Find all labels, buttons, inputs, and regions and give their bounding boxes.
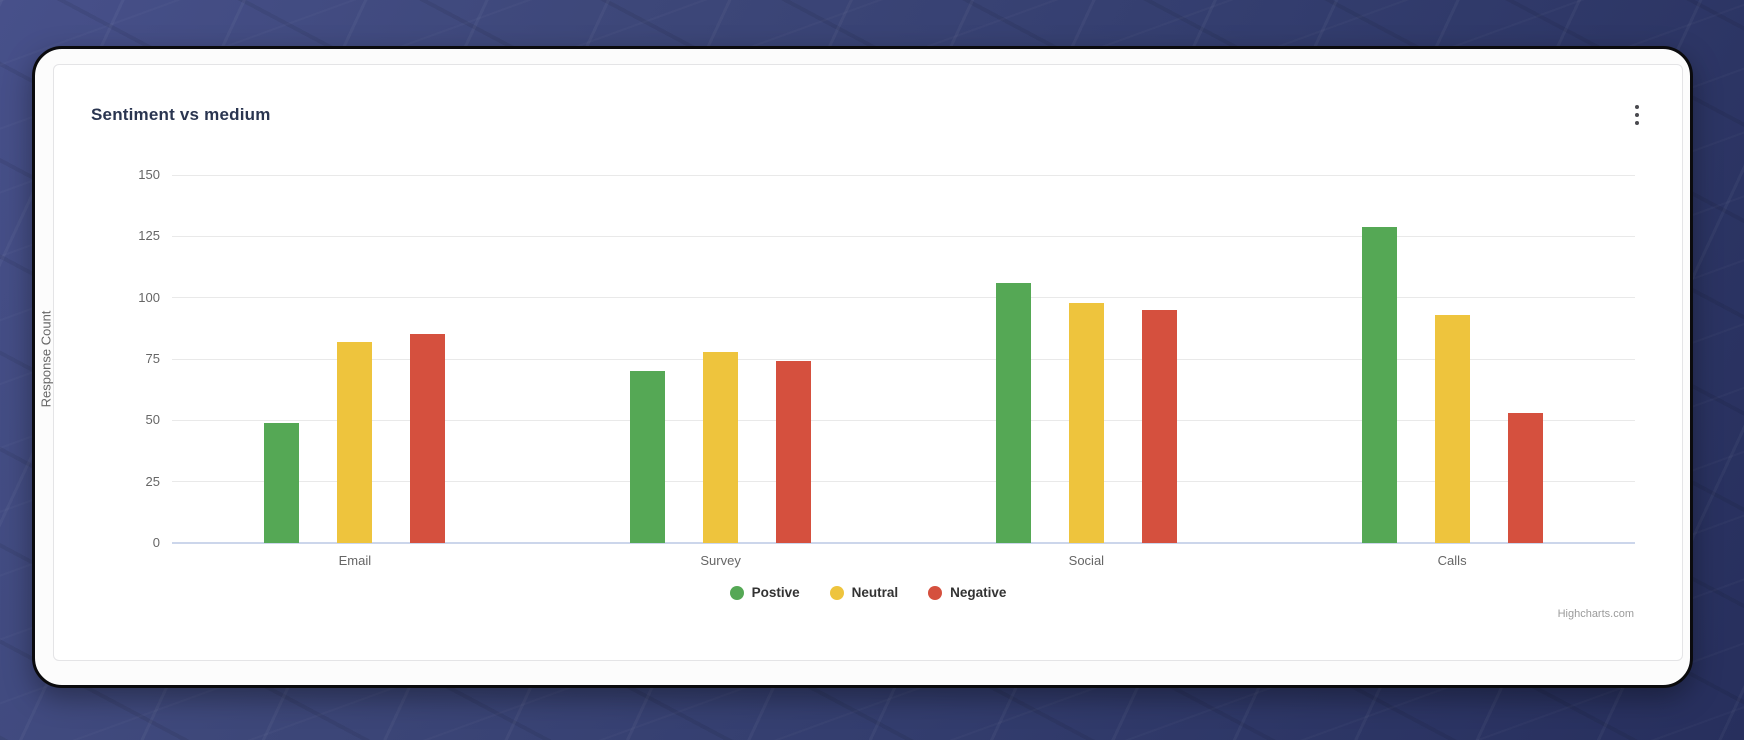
x-category-label-social: Social	[1068, 553, 1105, 568]
device-card: Sentiment vs medium Response Count 0 25 50…	[32, 46, 1693, 688]
legend-marker-neutral	[829, 585, 844, 600]
y-axis-title: Response Count	[38, 310, 54, 408]
legend-marker-negative	[928, 585, 943, 600]
bar-social-negative[interactable]	[1141, 309, 1177, 543]
x-category-label-calls: Calls	[1437, 553, 1467, 568]
gridline-y-125	[172, 235, 1635, 237]
legend-item-postive[interactable]: Postive	[729, 585, 800, 600]
bar-calls-postive[interactable]	[1361, 226, 1397, 543]
y-tick-label-75: 75	[145, 351, 160, 366]
gridline-y-25	[172, 481, 1635, 483]
bar-social-neutral[interactable]	[1068, 302, 1104, 543]
y-tick-label-150: 150	[138, 167, 160, 182]
kebab-dot	[1635, 121, 1639, 125]
chart-legend: Postive Neutral Negative	[54, 585, 1682, 600]
gridline-y-0	[172, 542, 1635, 544]
gridline-y-150	[172, 174, 1635, 176]
plot-area: 0 25 50 75 100 125 150 Email Survey Social Calls	[138, 168, 1635, 568]
x-category-label-email: Email	[338, 553, 372, 568]
gridline-y-100	[172, 297, 1635, 299]
bar-calls-negative[interactable]	[1507, 412, 1543, 543]
legend-label-neutral: Neutral	[851, 585, 899, 600]
chart-title: Sentiment vs medium	[91, 105, 271, 124]
gridline-y-50	[172, 419, 1635, 421]
gridline-y-75	[172, 358, 1635, 360]
bar-calls-neutral[interactable]	[1434, 314, 1470, 543]
legend-item-negative[interactable]: Negative	[928, 585, 1006, 600]
bar-group-calls	[1269, 175, 1635, 543]
y-tick-label-50: 50	[145, 412, 160, 428]
y-tick-label-0: 0	[152, 535, 160, 550]
bar-survey-negative[interactable]	[776, 361, 812, 543]
legend-label-postive: Postive	[751, 585, 800, 600]
bar-survey-postive[interactable]	[630, 371, 666, 543]
x-category-label-survey: Survey	[700, 553, 741, 568]
bar-group-survey	[538, 175, 904, 543]
legend-marker-postive	[729, 585, 744, 600]
highcharts-credits-link[interactable]: Highcharts.com	[1557, 608, 1634, 620]
bar-social-postive[interactable]	[995, 282, 1031, 543]
legend-item-neutral[interactable]: Neutral	[829, 585, 899, 600]
bar-email-negative[interactable]	[410, 334, 446, 543]
kebab-dot	[1635, 113, 1639, 117]
y-tick-label-100: 100	[138, 289, 160, 305]
kebab-menu-icon[interactable]	[1623, 101, 1651, 129]
legend-label-negative: Negative	[950, 585, 1007, 600]
chart-widget: Sentiment vs medium Response Count 0 25 50…	[39, 64, 1683, 661]
y-tick-label-125: 125	[138, 228, 160, 244]
y-tick-label-25: 25	[145, 473, 160, 489]
bar-email-postive[interactable]	[264, 422, 300, 543]
bar-email-neutral[interactable]	[337, 341, 373, 543]
bar-survey-neutral[interactable]	[703, 351, 739, 543]
bar-group-email	[172, 175, 538, 543]
kebab-dot	[1635, 105, 1639, 109]
bar-group-social	[904, 175, 1270, 543]
